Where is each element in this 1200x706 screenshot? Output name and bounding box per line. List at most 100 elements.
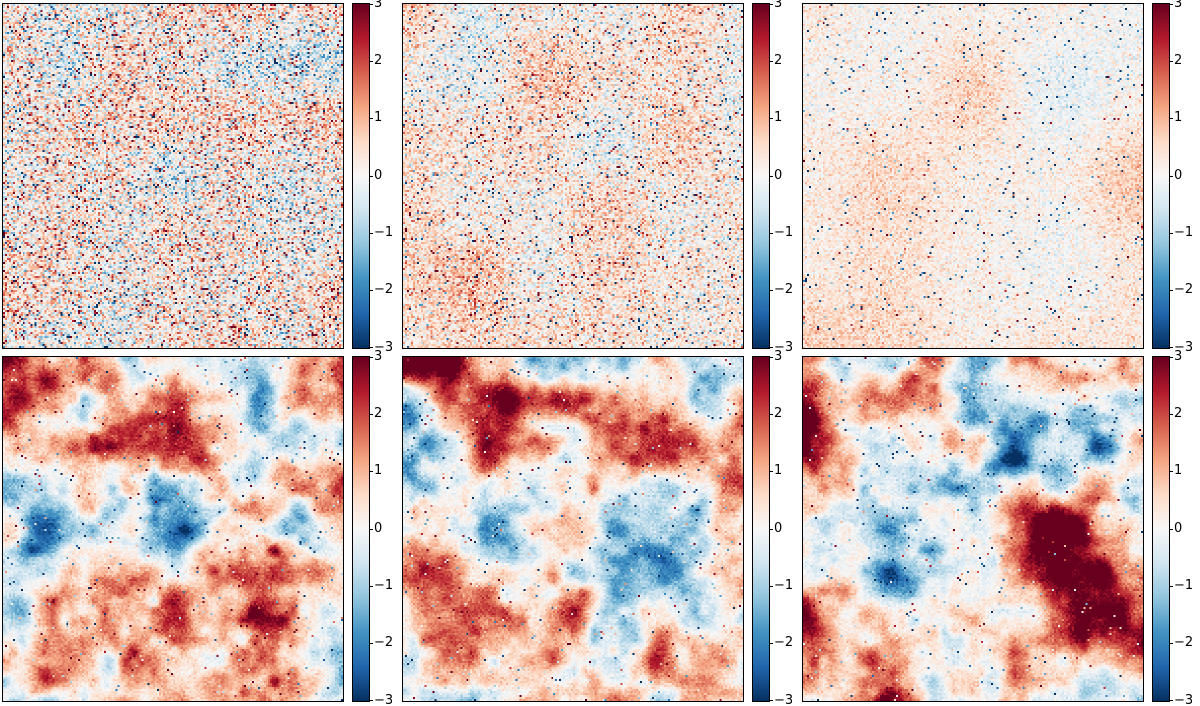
heatmap-canvas (2, 356, 344, 702)
heatmap-canvas (2, 3, 344, 349)
colorbar-gradient (353, 357, 369, 701)
colorbar-tick-labels: 3 2 1 0 −1 −2 −3 (1174, 0, 1200, 354)
colorbar-tick-labels: 3 2 1 0 −1 −2 −3 (1174, 350, 1200, 706)
colorbar-tick-label: −2 (774, 635, 794, 651)
colorbar-tick-mark (1169, 643, 1173, 645)
colorbar-tick-label: −1 (1174, 577, 1194, 593)
colorbar-tick-mark (369, 290, 373, 292)
colorbar-tick-mark (369, 60, 373, 62)
colorbar (352, 3, 373, 349)
colorbar-tick-mark (1169, 232, 1173, 234)
colorbar-tick-mark (769, 357, 773, 358)
colorbar-tick-label: −1 (774, 577, 794, 593)
colorbar-tick-label: −3 (774, 692, 794, 706)
colorbar-tick-mark (369, 700, 373, 701)
colorbar-tick-label: −1 (774, 224, 794, 240)
colorbar-tick-mark (1169, 118, 1173, 120)
colorbar-tick-mark (769, 232, 773, 234)
colorbar-tick-label: −3 (1174, 692, 1194, 706)
heatmap-canvas (802, 3, 1144, 349)
colorbar-gradient (753, 357, 769, 701)
colorbar-tick-mark (1169, 290, 1173, 292)
heatmap-panel-bottom-middle: 3 2 1 0 −1 −2 −3 (400, 350, 802, 706)
heatmap-canvas (402, 3, 744, 349)
colorbar-tick-label: −3 (1174, 339, 1194, 355)
colorbar-tick-mark (769, 413, 773, 415)
colorbar-tick-mark (1169, 357, 1173, 358)
heatmap-panel-top-right: 3 2 1 0 −1 −2 −3 (800, 0, 1200, 354)
colorbar-tick-mark (1169, 528, 1173, 530)
colorbar-tick-labels: 3 2 1 0 −1 −2 −3 (774, 350, 802, 706)
colorbar-tick-label: −2 (1174, 635, 1194, 651)
colorbar-tick-labels: 3 2 1 0 −1 −2 −3 (374, 0, 402, 354)
colorbar-tick-label: 1 (374, 463, 383, 479)
colorbar-tick-mark (1169, 4, 1173, 5)
colorbar-tick-mark (769, 528, 773, 530)
colorbar-tick-label: 3 (774, 348, 783, 364)
colorbar-tick-mark (369, 643, 373, 645)
colorbar-tick-mark (1169, 60, 1173, 62)
colorbar-tick-label: 2 (774, 405, 783, 421)
colorbar-tick-mark (369, 357, 373, 358)
colorbar-tick-label: 0 (374, 167, 383, 183)
colorbar-tick-mark (1169, 700, 1173, 701)
colorbar-tick-mark (1169, 347, 1173, 348)
colorbar-tick-label: 3 (374, 348, 383, 364)
colorbar-tick-label: 3 (774, 0, 783, 11)
colorbar-tick-label: −2 (774, 282, 794, 298)
colorbar (752, 3, 773, 349)
colorbar-tick-label: −2 (1174, 282, 1194, 298)
colorbar-tick-mark (769, 347, 773, 348)
colorbar (352, 356, 373, 702)
colorbar-tick-label: 3 (1174, 0, 1183, 11)
heatmap-canvas (402, 356, 744, 702)
colorbar-tick-label: 1 (774, 110, 783, 126)
colorbar-tick-label: 1 (1174, 110, 1183, 126)
colorbar-tick-mark (769, 643, 773, 645)
colorbar-tick-mark (369, 585, 373, 587)
colorbar-tick-label: 3 (1174, 348, 1183, 364)
colorbar-tick-mark (769, 175, 773, 177)
colorbar-gradient (1153, 4, 1169, 348)
colorbar-tick-label: −3 (374, 692, 394, 706)
heatmap-canvas (802, 356, 1144, 702)
heatmap-panel-bottom-left: 3 2 1 0 −1 −2 −3 (0, 350, 402, 706)
colorbar-tick-mark (369, 118, 373, 120)
colorbar-tick-mark (1169, 413, 1173, 415)
colorbar-tick-mark (369, 413, 373, 415)
colorbar-tick-label: 2 (374, 52, 383, 68)
colorbar-tick-label: 2 (1174, 52, 1183, 68)
colorbar-tick-mark (369, 528, 373, 530)
colorbar-tick-label: 2 (774, 52, 783, 68)
colorbar-tick-label: −1 (1174, 224, 1194, 240)
colorbar-tick-labels: 3 2 1 0 −1 −2 −3 (774, 0, 802, 354)
colorbar-gradient (1153, 357, 1169, 701)
colorbar-tick-label: 0 (1174, 167, 1183, 183)
colorbar-tick-mark (769, 60, 773, 62)
colorbar-tick-mark (1169, 585, 1173, 587)
colorbar-tick-label: −2 (374, 635, 394, 651)
heatmap-panel-bottom-right: 3 2 1 0 −1 −2 −3 (800, 350, 1200, 706)
colorbar-tick-label: 1 (774, 463, 783, 479)
colorbar-tick-labels: 3 2 1 0 −1 −2 −3 (374, 350, 402, 706)
colorbar-tick-label: −3 (774, 339, 794, 355)
colorbar-tick-label: 0 (374, 520, 383, 536)
colorbar-tick-label: 0 (774, 167, 783, 183)
colorbar-tick-label: 2 (1174, 405, 1183, 421)
colorbar-tick-label: −1 (374, 577, 394, 593)
colorbar-tick-label: 1 (374, 110, 383, 126)
colorbar-tick-mark (769, 700, 773, 701)
colorbar-tick-mark (769, 118, 773, 120)
heatmap-panel-top-middle: 3 2 1 0 −1 −2 −3 (400, 0, 802, 354)
colorbar-tick-mark (1169, 471, 1173, 473)
colorbar-tick-mark (369, 4, 373, 5)
colorbar (1152, 3, 1173, 349)
colorbar-tick-mark (769, 585, 773, 587)
heatmap-panel-top-left: 3 2 1 0 −1 −2 −3 (0, 0, 402, 354)
colorbar-tick-label: 3 (374, 0, 383, 11)
colorbar (1152, 356, 1173, 702)
colorbar-gradient (753, 4, 769, 348)
colorbar-tick-mark (769, 471, 773, 473)
colorbar-tick-label: −3 (374, 339, 394, 355)
colorbar-tick-label: −2 (374, 282, 394, 298)
